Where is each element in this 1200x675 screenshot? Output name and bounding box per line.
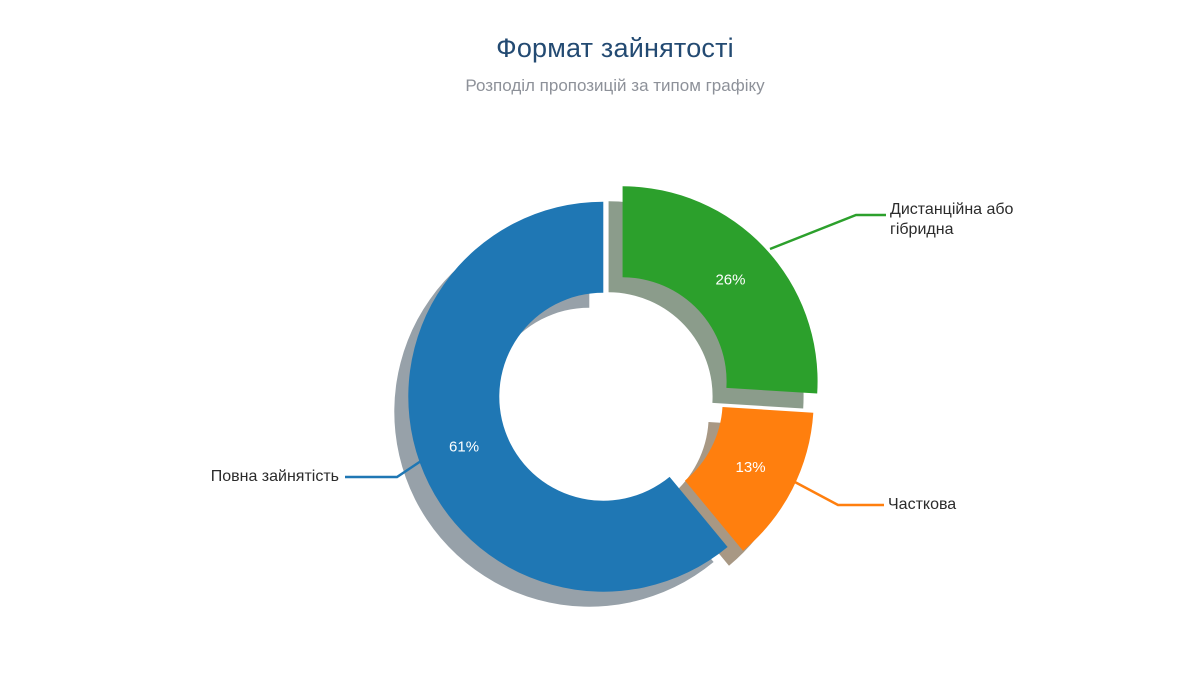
leader-line-1 [792, 479, 884, 507]
leader-line-0 [769, 213, 886, 251]
leader-line-2 [345, 459, 422, 479]
pie-segment-2 [408, 201, 728, 592]
chart-subtitle: Розподіл пропозицій за типом графіку [465, 76, 765, 95]
pct-label-1: 13% [736, 459, 766, 476]
chart-title: Формат зайнятості [496, 33, 734, 63]
callout-label-part-time: Часткова [888, 496, 957, 513]
pie-segment-0 [622, 186, 818, 394]
pie-segment-1 [684, 406, 814, 551]
pct-label-0: 26% [715, 271, 745, 288]
chart-header: Формат зайнятості Розподіл пропозицій за… [15, 0, 1200, 96]
callout-label-remote-hybrid: Дистанційна або гібридна [890, 201, 1014, 238]
pct-label-2: 61% [449, 438, 479, 455]
callout-label-full-time: Повна зайнятість [210, 468, 339, 485]
